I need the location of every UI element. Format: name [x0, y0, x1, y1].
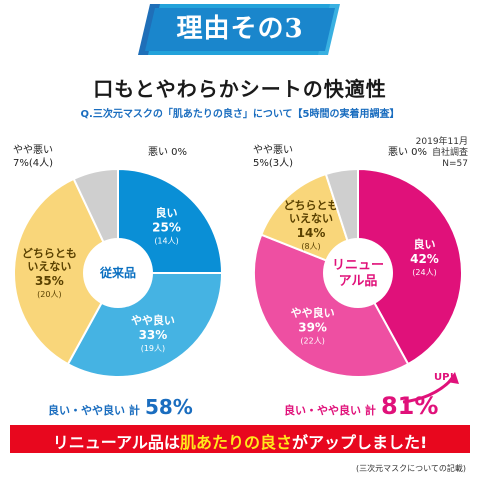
center-label: リニュー	[332, 258, 384, 273]
slice-percent: 35%	[35, 274, 64, 288]
center-label: 従来品	[99, 265, 136, 280]
footnote: (三次元マスクについての記載)	[355, 464, 466, 473]
slice-percent: 42%	[410, 252, 439, 266]
donut-hole	[83, 238, 153, 308]
pie-slice	[13, 177, 120, 366]
slice-percent: 14%	[297, 226, 326, 240]
slice-label: 良い	[413, 237, 435, 251]
total-left: 良い・やや良い 計 58%	[48, 395, 193, 419]
pie-slice	[357, 167, 463, 366]
up-badge: UP!	[434, 372, 455, 383]
total-right-label: 良い・やや良い 計	[284, 404, 376, 417]
donut-hole	[323, 238, 393, 308]
slice-percent: 39%	[298, 320, 327, 334]
slice-label: いえない	[27, 260, 71, 273]
outside-label: 5%(3人)	[253, 157, 293, 169]
footer-prefix: リニューアル品は	[52, 433, 180, 452]
slice-label: どちらとも	[22, 247, 77, 260]
slice-label: やや良い	[291, 305, 335, 319]
slice-percent: 33%	[139, 328, 168, 342]
footer-suffix: がアップしました!	[291, 433, 428, 452]
banner	[138, 4, 340, 55]
outside-label: やや悪い	[253, 144, 293, 156]
slice-count: (8人)	[301, 242, 320, 251]
slice-label: やや良い	[131, 313, 175, 327]
footer-bar	[10, 425, 470, 453]
slice-count: (24人)	[412, 268, 436, 277]
pie-slice	[117, 167, 224, 274]
slice-percent: 25%	[152, 220, 181, 234]
outside-label: 悪い 0%	[148, 146, 187, 158]
slice-count: (22人)	[300, 336, 324, 345]
slice-count: (20人)	[37, 290, 61, 299]
footer-highlight: 肌あたりの良さ	[179, 433, 292, 452]
center-label: アル品	[339, 274, 378, 289]
headline: 口もとやわらかシートの快適性	[93, 77, 387, 101]
outside-label: 悪い 0%	[388, 146, 427, 158]
slice-label: いえない	[289, 212, 333, 225]
slice-count: (14人)	[154, 236, 178, 245]
pie-slice	[253, 233, 410, 378]
outside-label: 7%(4人)	[13, 157, 53, 169]
survey-note: 2019年11月 自社調査 N=57	[415, 137, 468, 169]
question-text: Q.三次元マスクの「肌あたりの良さ」について【5時間の実着用調査】	[80, 109, 400, 120]
up-arrow-icon	[402, 372, 459, 404]
slice-label: どちらとも	[284, 199, 339, 212]
banner-title: 理由その3	[176, 14, 304, 44]
charts-area: 良い25%(14人)やや良い33%(19人)どちらともいえない35%(20人)や…	[13, 144, 463, 378]
total-left-label: 良い・やや良い 計	[48, 404, 140, 417]
slice-label: 良い	[156, 205, 178, 219]
total-left-value: 58%	[144, 395, 193, 419]
slice-count: (19人)	[141, 344, 165, 353]
outside-label: やや悪い	[13, 144, 53, 156]
footer-message: リニューアル品は肌あたりの良さがアップしました!	[10, 429, 470, 453]
